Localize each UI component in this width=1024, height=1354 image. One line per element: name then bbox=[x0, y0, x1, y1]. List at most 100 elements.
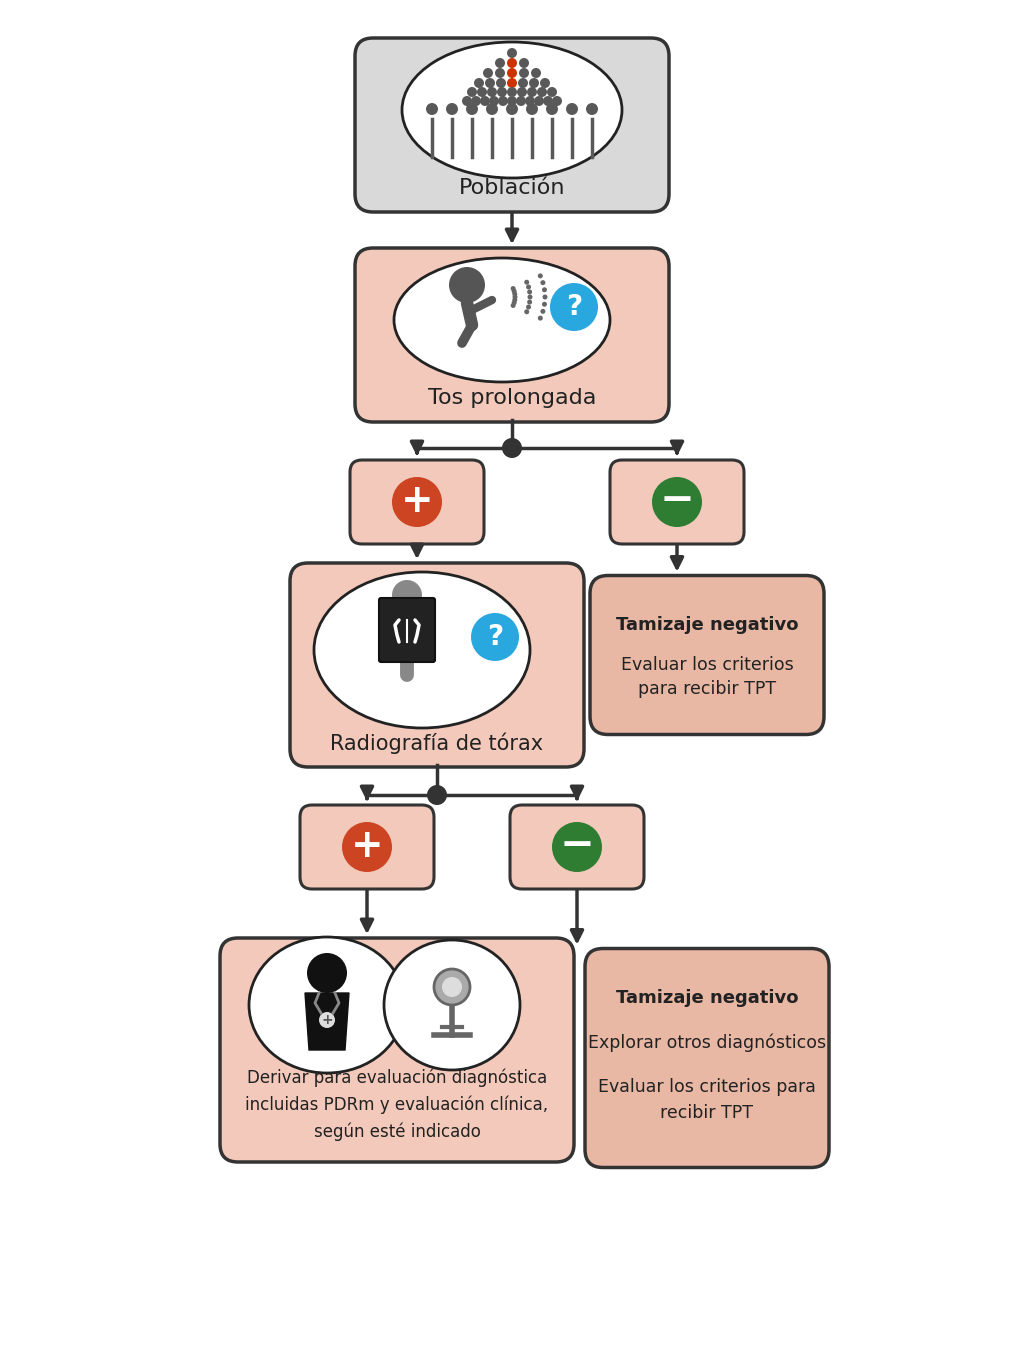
Circle shape bbox=[527, 299, 532, 305]
Circle shape bbox=[527, 87, 537, 97]
Circle shape bbox=[487, 87, 497, 97]
Circle shape bbox=[486, 103, 498, 115]
Text: Tamizaje negativo: Tamizaje negativo bbox=[615, 616, 799, 634]
Circle shape bbox=[512, 291, 517, 297]
FancyBboxPatch shape bbox=[220, 938, 574, 1162]
Circle shape bbox=[496, 79, 506, 88]
Circle shape bbox=[541, 280, 546, 286]
Text: Explorar otros diagnósticos: Explorar otros diagnósticos bbox=[588, 1033, 826, 1052]
Circle shape bbox=[526, 305, 531, 310]
Circle shape bbox=[434, 969, 470, 1005]
Circle shape bbox=[449, 267, 485, 303]
Circle shape bbox=[541, 309, 546, 314]
Circle shape bbox=[547, 87, 557, 97]
Circle shape bbox=[392, 580, 422, 611]
FancyBboxPatch shape bbox=[355, 248, 669, 422]
Circle shape bbox=[483, 68, 493, 79]
Circle shape bbox=[427, 785, 447, 806]
Text: Tamizaje negativo: Tamizaje negativo bbox=[615, 988, 799, 1007]
Text: +: + bbox=[350, 827, 383, 865]
Circle shape bbox=[531, 68, 541, 79]
FancyBboxPatch shape bbox=[355, 38, 669, 213]
Circle shape bbox=[538, 274, 543, 279]
Ellipse shape bbox=[249, 937, 406, 1072]
Circle shape bbox=[527, 290, 532, 294]
Text: Evaluar los criterios para
recibir TPT: Evaluar los criterios para recibir TPT bbox=[598, 1079, 816, 1121]
Circle shape bbox=[538, 315, 543, 321]
Circle shape bbox=[342, 822, 392, 872]
Circle shape bbox=[524, 280, 529, 284]
Text: Derivar para evaluación diagnóstica
incluidas PDRm y evaluación clínica,
según e: Derivar para evaluación diagnóstica incl… bbox=[246, 1068, 549, 1141]
Text: ?: ? bbox=[487, 623, 503, 651]
Circle shape bbox=[485, 79, 495, 88]
Circle shape bbox=[524, 309, 529, 314]
Circle shape bbox=[543, 96, 553, 106]
Circle shape bbox=[471, 96, 481, 106]
Text: +: + bbox=[322, 1013, 333, 1026]
Circle shape bbox=[516, 96, 526, 106]
Circle shape bbox=[495, 58, 505, 68]
Circle shape bbox=[502, 437, 522, 458]
Circle shape bbox=[467, 87, 477, 97]
FancyBboxPatch shape bbox=[590, 575, 824, 734]
Circle shape bbox=[507, 47, 517, 58]
Circle shape bbox=[512, 288, 517, 294]
Ellipse shape bbox=[394, 259, 610, 382]
Circle shape bbox=[526, 103, 538, 115]
Circle shape bbox=[546, 103, 558, 115]
Circle shape bbox=[511, 303, 516, 307]
Circle shape bbox=[489, 96, 499, 106]
FancyBboxPatch shape bbox=[379, 598, 435, 662]
Circle shape bbox=[507, 79, 517, 88]
Circle shape bbox=[466, 103, 478, 115]
Circle shape bbox=[517, 87, 527, 97]
Circle shape bbox=[534, 96, 544, 106]
Text: −: − bbox=[659, 479, 694, 521]
Circle shape bbox=[319, 1011, 335, 1028]
Circle shape bbox=[392, 477, 442, 527]
Ellipse shape bbox=[402, 42, 622, 177]
FancyBboxPatch shape bbox=[610, 460, 744, 544]
Circle shape bbox=[512, 298, 517, 302]
Text: Radiografía de tórax: Radiografía de tórax bbox=[331, 733, 544, 754]
Circle shape bbox=[527, 295, 532, 299]
Circle shape bbox=[519, 58, 529, 68]
Text: −: − bbox=[559, 825, 595, 867]
Circle shape bbox=[525, 96, 535, 106]
Circle shape bbox=[542, 302, 547, 307]
Text: Tos prolongada: Tos prolongada bbox=[428, 389, 596, 408]
Circle shape bbox=[507, 58, 517, 68]
Circle shape bbox=[512, 301, 517, 305]
Circle shape bbox=[552, 822, 602, 872]
FancyBboxPatch shape bbox=[290, 563, 584, 766]
Text: Evaluar los criterios
para recibir TPT: Evaluar los criterios para recibir TPT bbox=[621, 655, 794, 699]
Circle shape bbox=[507, 96, 517, 106]
Circle shape bbox=[474, 79, 484, 88]
Polygon shape bbox=[305, 992, 349, 1049]
Circle shape bbox=[471, 613, 519, 661]
Circle shape bbox=[566, 103, 578, 115]
Circle shape bbox=[462, 96, 472, 106]
Circle shape bbox=[518, 79, 528, 88]
Circle shape bbox=[529, 79, 539, 88]
Circle shape bbox=[477, 87, 487, 97]
FancyBboxPatch shape bbox=[510, 806, 644, 890]
Circle shape bbox=[550, 283, 598, 330]
FancyBboxPatch shape bbox=[350, 460, 484, 544]
Circle shape bbox=[498, 96, 508, 106]
Text: ?: ? bbox=[566, 292, 582, 321]
Circle shape bbox=[586, 103, 598, 115]
Circle shape bbox=[497, 87, 507, 97]
Circle shape bbox=[526, 284, 531, 290]
Circle shape bbox=[495, 68, 505, 79]
Circle shape bbox=[442, 978, 462, 997]
FancyBboxPatch shape bbox=[585, 949, 829, 1167]
Circle shape bbox=[446, 103, 458, 115]
Circle shape bbox=[652, 477, 702, 527]
Text: Población: Población bbox=[459, 177, 565, 198]
Circle shape bbox=[507, 87, 517, 97]
Circle shape bbox=[542, 287, 547, 292]
Circle shape bbox=[480, 96, 490, 106]
Circle shape bbox=[426, 103, 438, 115]
Circle shape bbox=[507, 68, 517, 79]
